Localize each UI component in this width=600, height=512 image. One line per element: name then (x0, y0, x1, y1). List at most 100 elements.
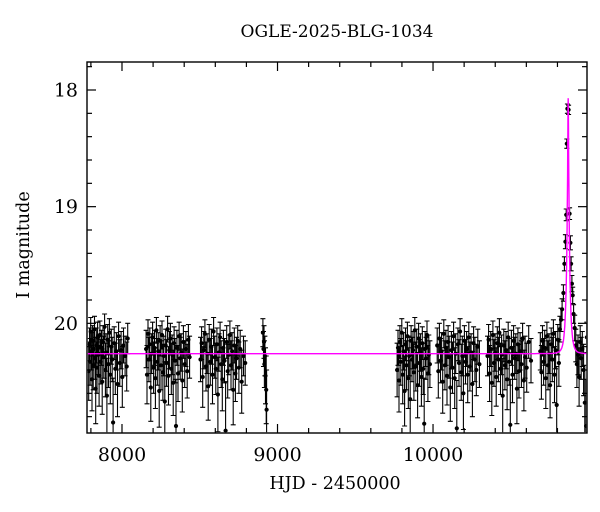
data-point (544, 334, 550, 339)
data-point (115, 381, 120, 387)
data-point (440, 379, 445, 384)
data-point (187, 355, 192, 360)
data-point (147, 342, 152, 347)
data-point (554, 402, 559, 408)
x-tick-label: 10000 (403, 444, 463, 466)
data-point (175, 371, 181, 376)
data-point (102, 324, 107, 329)
data-point (553, 348, 558, 353)
data-point (153, 376, 158, 381)
data-point (404, 363, 409, 368)
y-tick-label: 20 (54, 313, 78, 335)
data-point (413, 364, 418, 369)
data-point (154, 328, 159, 333)
data-point (227, 332, 232, 338)
data-point (477, 362, 482, 367)
data-point (444, 373, 450, 378)
data-point (489, 380, 494, 385)
data-point (185, 369, 190, 374)
data-point (465, 372, 470, 377)
data-point (470, 381, 475, 387)
data-point (458, 329, 463, 334)
x-tick-label: 9000 (253, 444, 301, 466)
data-point (556, 360, 562, 366)
data-point (514, 386, 520, 391)
data-point (108, 372, 113, 377)
data-point (450, 365, 455, 370)
data-point (144, 372, 150, 377)
data-point (218, 335, 223, 340)
data-point (582, 400, 587, 405)
data-point (396, 378, 402, 383)
data-point (211, 329, 216, 334)
data-point (427, 362, 432, 367)
data-point (414, 344, 419, 349)
data-point (215, 392, 220, 397)
data-point (158, 363, 164, 368)
data-point (448, 385, 453, 390)
data-point (151, 365, 156, 370)
data-point (422, 421, 427, 426)
data-point (395, 367, 400, 373)
data-point (441, 331, 446, 336)
data-point (524, 365, 529, 370)
data-point (166, 373, 171, 378)
data-point (551, 331, 556, 336)
data-point (528, 358, 534, 363)
data-point (421, 366, 426, 371)
data-point (172, 358, 178, 363)
data-point (173, 423, 179, 429)
data-point (452, 376, 457, 381)
x-axis-label: HJD - 2450000 (269, 474, 400, 494)
data-point (577, 374, 582, 380)
data-point (220, 377, 225, 382)
data-point (400, 372, 405, 377)
data-point (500, 393, 505, 398)
y-tick-label: 18 (54, 80, 78, 102)
data-point (116, 334, 121, 339)
data-point (148, 385, 153, 390)
data-point (107, 330, 112, 335)
data-point (109, 344, 114, 349)
data-point (234, 356, 239, 361)
data-point (474, 367, 479, 373)
data-point (552, 372, 557, 377)
data-point (569, 281, 575, 286)
data-point (156, 349, 161, 354)
data-point (200, 374, 205, 380)
data-point (584, 423, 587, 429)
data-point (411, 370, 416, 375)
data-point (451, 334, 456, 339)
data-point (423, 356, 429, 361)
data-point (494, 374, 499, 380)
data-point (561, 290, 566, 296)
data-point (111, 420, 116, 425)
data-point (243, 360, 248, 366)
data-point (548, 383, 553, 388)
data-point (222, 358, 227, 363)
data-point (497, 330, 502, 335)
data-point (401, 349, 406, 354)
data-point (201, 348, 206, 353)
data-point (104, 393, 109, 398)
data-point (496, 357, 501, 362)
x-tick-label: 8000 (98, 444, 146, 466)
data-point (539, 370, 544, 375)
data-point (456, 360, 462, 366)
data-point (224, 339, 229, 345)
data-point (180, 378, 185, 383)
plot-frame (86, 61, 588, 434)
data-point (161, 353, 166, 359)
data-point (505, 377, 510, 382)
data-point (199, 341, 204, 346)
data-point (230, 349, 235, 354)
data-point (106, 362, 111, 367)
data-point (543, 376, 548, 381)
data-point (519, 362, 524, 367)
data-point (241, 353, 246, 359)
data-point (398, 359, 403, 364)
data-point (466, 335, 471, 340)
y-tick-label: 19 (54, 196, 78, 218)
